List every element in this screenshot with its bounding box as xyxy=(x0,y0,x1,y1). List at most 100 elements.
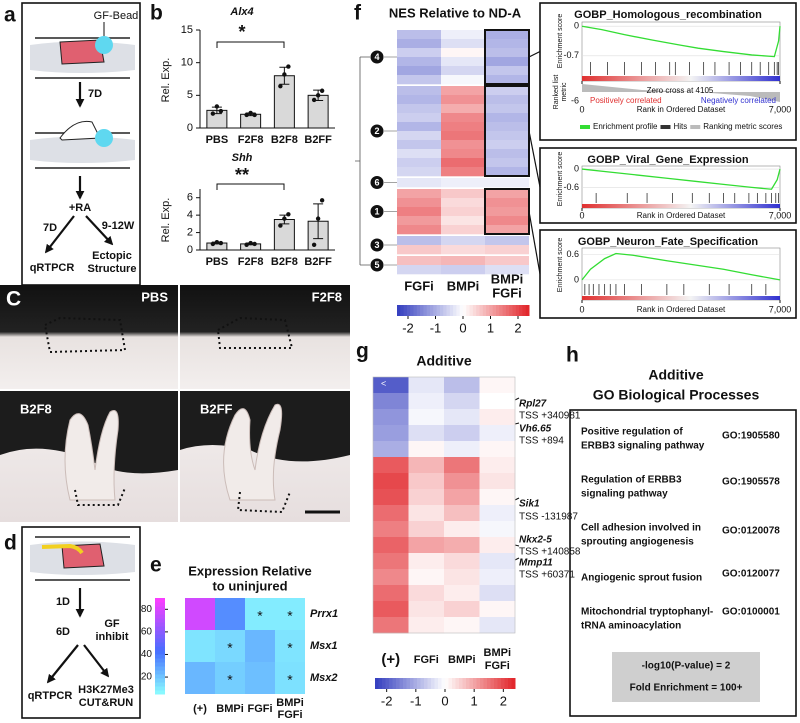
heatmap-cell xyxy=(485,265,529,275)
heatmap-cell xyxy=(441,256,485,266)
heatmap-cell xyxy=(408,425,445,442)
heatmap-cell xyxy=(441,95,485,105)
colorbar-step xyxy=(397,305,401,316)
y-tick-label: 2 xyxy=(187,226,193,238)
heatmap-cell xyxy=(444,409,480,426)
colorbar-step xyxy=(486,305,490,316)
heatmap-cell xyxy=(479,601,516,618)
skin xyxy=(35,37,130,79)
colorbar-step xyxy=(459,678,463,689)
gene: Mmp11 xyxy=(519,558,553,569)
y-tick-label: 4 xyxy=(187,209,193,221)
colorbar-step xyxy=(436,305,441,316)
gsea-title: GOBP_Homologous_recombination xyxy=(574,9,762,21)
colorbar-step xyxy=(434,678,439,689)
column-label: (+) xyxy=(381,651,400,668)
heatmap-cell xyxy=(397,178,441,188)
colorbar-step xyxy=(445,678,449,689)
heatmap-cell xyxy=(479,409,516,426)
heatmap-cell xyxy=(373,409,409,426)
readout: Ectopic xyxy=(92,250,132,262)
colorbar-label: 20 xyxy=(141,672,153,683)
bracket xyxy=(216,183,285,190)
heatmap-cell xyxy=(485,75,529,85)
panel-e: e Expression Relative to uninjured Prrx1… xyxy=(141,554,338,721)
tss: TSS +894 xyxy=(519,436,564,447)
colorbar-step xyxy=(155,622,165,627)
heatmap-cell xyxy=(485,57,529,67)
colorbar-step xyxy=(455,678,460,689)
x-axis-label: Rank in Ordered Dataset xyxy=(637,305,726,314)
cluster-label: 6 xyxy=(374,177,379,187)
panel-d: d 1D 6D GF inhibit qRTPCR H3K27Me3 CUT&R… xyxy=(4,526,141,719)
readout: H3K27Me3 xyxy=(78,684,134,696)
x-axis-label: Rank in Ordered Dataset xyxy=(637,105,726,114)
heatmap-cell xyxy=(479,585,516,602)
colorbar-step xyxy=(392,678,397,689)
colorbar-label: 1 xyxy=(471,693,478,708)
colorbar-step xyxy=(443,305,447,316)
heatmap-cell xyxy=(397,30,441,40)
significance: * xyxy=(227,640,233,656)
colorbar-step xyxy=(501,678,505,689)
heatmap-cell xyxy=(441,225,485,235)
panel-title: GO Biological Processes xyxy=(593,387,760,403)
cluster-marker xyxy=(370,124,384,138)
colorbar-step xyxy=(492,305,497,316)
colorbar-step xyxy=(449,305,454,316)
heatmap-cell xyxy=(275,662,305,694)
data-point xyxy=(214,104,220,109)
heatmap-cell xyxy=(485,66,529,76)
tss: TSS +140858 xyxy=(519,547,581,558)
bracket xyxy=(216,41,285,48)
colorbar-label: -2 xyxy=(381,693,393,708)
panel-title: Expression Relative xyxy=(188,563,312,578)
colorbar-step xyxy=(494,678,498,689)
heatmap-cell xyxy=(275,630,305,662)
colorbar-step xyxy=(410,305,414,316)
colorbar-step xyxy=(496,305,500,316)
colorbar-label: -2 xyxy=(402,320,414,335)
enrichment-curve xyxy=(581,252,781,281)
heatmap-cell xyxy=(485,167,529,177)
x-tick-label: B2F8 xyxy=(271,134,298,146)
heatmap-cell xyxy=(441,178,485,188)
colorbar-label: 0 xyxy=(459,320,466,335)
colorbar-step xyxy=(453,305,457,316)
heatmap-cell xyxy=(408,489,445,506)
connector xyxy=(528,130,541,188)
readout: CUT&RUN xyxy=(79,697,133,709)
photo-label: B2F8 xyxy=(20,401,52,416)
go-term: signaling pathway xyxy=(581,489,668,500)
column-label: FGFi xyxy=(492,285,522,300)
data-point xyxy=(218,108,224,114)
y-tick-label: 0 xyxy=(187,244,193,256)
heatmap-cell xyxy=(485,113,529,123)
heatmap-cell xyxy=(485,48,529,58)
heatmap-cell xyxy=(479,521,516,538)
chart-title: Shh xyxy=(232,152,253,164)
data-point xyxy=(244,112,249,118)
cluster-marker xyxy=(370,238,384,252)
colorbar-step xyxy=(489,305,494,316)
x-tick-label: B2FF xyxy=(304,256,332,268)
heatmap-cell xyxy=(397,113,441,123)
heatmap-cell xyxy=(485,86,529,96)
photo xyxy=(0,285,178,389)
heatmap-cell xyxy=(373,585,409,602)
heatmap-cell xyxy=(397,167,441,177)
data-point xyxy=(218,240,224,246)
wound xyxy=(59,39,105,65)
colorbar-step xyxy=(382,678,386,689)
heatmap-cell xyxy=(373,601,409,618)
x-tick-label: B2FF xyxy=(304,134,332,146)
heatmap-cell xyxy=(485,30,529,40)
heatmap-cell xyxy=(444,521,480,538)
heatmap-cell xyxy=(441,236,485,246)
limb xyxy=(30,136,135,163)
heatmap-cell xyxy=(397,86,441,96)
heatmap-cell xyxy=(397,66,441,76)
panel-label: g xyxy=(356,340,369,363)
